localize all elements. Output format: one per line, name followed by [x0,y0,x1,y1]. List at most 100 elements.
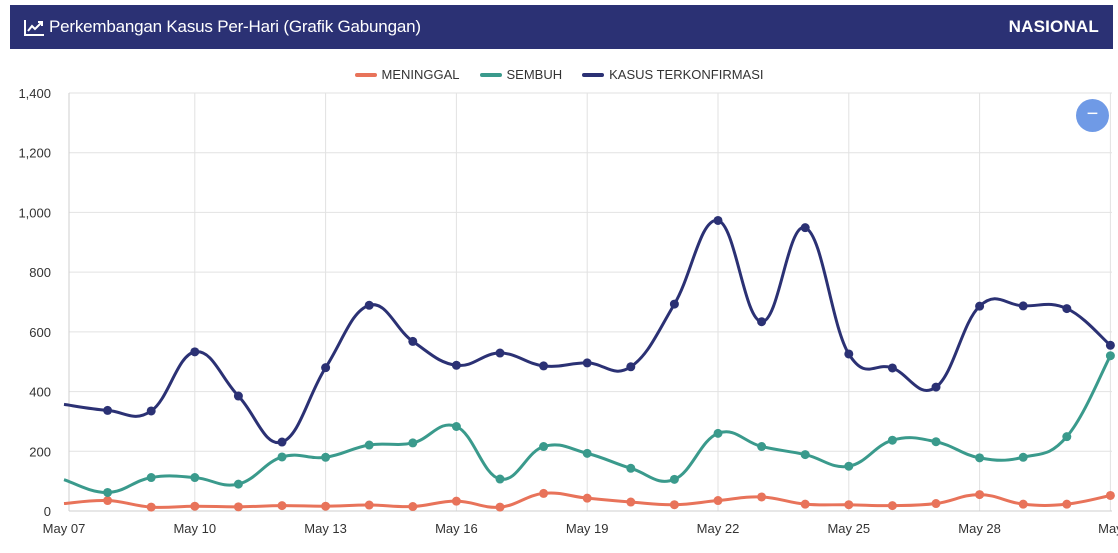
zoom-out-button[interactable]: − [1076,99,1109,132]
data-point-meninggal[interactable] [1018,499,1028,509]
data-point-kasus-terkonfirmasi[interactable] [408,336,418,346]
x-tick-label: May 19 [566,521,609,536]
data-point-meninggal[interactable] [800,499,810,509]
data-point-sembuh[interactable] [233,479,243,489]
line-chart: 0 200 400 600 800 1,000 1,200 1,400 May 07 May 10… [18,86,1118,536]
data-point-meninggal[interactable] [233,502,243,512]
data-point-sembuh[interactable] [146,473,156,483]
data-point-kasus-terkonfirmasi[interactable] [321,363,331,373]
data-point-sembuh[interactable] [800,450,810,460]
data-point-meninggal[interactable] [495,502,505,512]
legend-swatch [479,72,502,77]
line-chart-icon [24,19,45,36]
data-point-kasus-terkonfirmasi[interactable] [975,301,985,311]
data-point-meninggal[interactable] [408,502,418,512]
data-point-meninggal[interactable] [582,493,592,503]
data-point-sembuh[interactable] [103,487,113,497]
data-point-sembuh[interactable] [713,428,723,438]
y-tick-label: 0 [44,504,51,519]
data-point-kasus-terkonfirmasi[interactable] [539,361,549,371]
data-point-sembuh[interactable] [975,453,985,463]
data-point-kasus-terkonfirmasi[interactable] [713,215,723,225]
data-point-kasus-terkonfirmasi[interactable] [451,360,461,370]
data-point-sembuh[interactable] [321,452,331,462]
data-point-kasus-terkonfirmasi[interactable] [1018,301,1028,311]
data-point-kasus-terkonfirmasi[interactable] [844,349,854,359]
x-tick-label: May 25 [827,521,870,536]
data-point-sembuh[interactable] [757,442,767,452]
legend-item-sembuh[interactable]: SEMBUH [479,67,563,82]
data-point-meninggal[interactable] [103,496,113,506]
y-tick-label: 1,200 [18,146,51,161]
data-point-sembuh[interactable] [1105,351,1115,361]
data-point-kasus-terkonfirmasi[interactable] [233,391,243,401]
legend-label: SEMBUH [506,67,563,82]
x-tick-label: May 28 [958,521,1001,536]
data-point-kasus-terkonfirmasi[interactable] [582,358,592,368]
chart-legend: MENINGGAL SEMBUH KASUS TERKONFIRMASI [0,67,1118,82]
y-tick-label: 200 [29,444,51,459]
data-point-kasus-terkonfirmasi[interactable] [1105,340,1115,350]
y-tick-label: 1,000 [18,205,51,220]
data-point-sembuh[interactable] [190,473,200,483]
data-point-kasus-terkonfirmasi[interactable] [190,347,200,357]
data-point-sembuh[interactable] [1018,452,1028,462]
x-tick-label: May 13 [304,521,347,536]
data-point-sembuh[interactable] [1062,432,1072,442]
data-point-meninggal[interactable] [1062,499,1072,509]
data-point-kasus-terkonfirmasi[interactable] [757,317,767,327]
data-point-sembuh[interactable] [844,461,854,471]
data-point-meninggal[interactable] [844,500,854,510]
data-point-kasus-terkonfirmasi[interactable] [1062,304,1072,314]
data-point-kasus-terkonfirmasi[interactable] [626,362,636,372]
data-point-sembuh[interactable] [582,448,592,458]
data-point-kasus-terkonfirmasi[interactable] [495,348,505,358]
data-point-meninggal[interactable] [190,501,200,511]
data-point-kasus-terkonfirmasi[interactable] [800,223,810,233]
series-line-kasus-terkonfirmasi [63,218,1112,445]
legend-label: KASUS TERKONFIRMASI [609,67,764,82]
data-point-meninggal[interactable] [931,499,941,509]
data-point-meninggal[interactable] [1105,490,1115,500]
chart-header: Perkembangan Kasus Per-Hari (Grafik Gabu… [10,5,1113,49]
data-point-sembuh[interactable] [539,442,549,452]
legend-item-meninggal[interactable]: MENINGGAL [354,67,460,82]
data-point-kasus-terkonfirmasi[interactable] [146,406,156,416]
data-point-kasus-terkonfirmasi[interactable] [669,299,679,309]
data-point-sembuh[interactable] [669,474,679,484]
x-tick-label: May [1098,521,1118,536]
data-point-sembuh[interactable] [277,452,287,462]
data-point-meninggal[interactable] [277,501,287,511]
data-point-sembuh[interactable] [887,435,897,445]
data-point-sembuh[interactable] [364,440,374,450]
data-point-sembuh[interactable] [495,474,505,484]
data-point-meninggal[interactable] [451,496,461,506]
data-point-meninggal[interactable] [757,492,767,502]
data-point-meninggal[interactable] [975,490,985,500]
data-point-meninggal[interactable] [713,496,723,506]
data-point-meninggal[interactable] [626,497,636,507]
data-point-meninggal[interactable] [539,488,549,498]
data-point-meninggal[interactable] [669,500,679,510]
data-point-sembuh[interactable] [408,438,418,448]
data-point-sembuh[interactable] [626,463,636,473]
data-point-kasus-terkonfirmasi[interactable] [364,300,374,310]
data-point-meninggal[interactable] [364,500,374,510]
data-point-meninggal[interactable] [146,502,156,512]
legend-swatch [582,72,605,77]
legend-item-kasus-terkonfirmasi[interactable]: KASUS TERKONFIRMASI [582,67,763,82]
data-point-meninggal[interactable] [887,501,897,511]
data-point-kasus-terkonfirmasi[interactable] [887,363,897,373]
chart-title: Perkembangan Kasus Per-Hari (Grafik Gabu… [49,17,421,36]
data-point-meninggal[interactable] [321,501,331,511]
x-tick-label: May 07 [43,521,86,536]
data-point-kasus-terkonfirmasi[interactable] [103,405,113,415]
y-tick-label: 400 [29,385,51,400]
header-left: Perkembangan Kasus Per-Hari (Grafik Gabu… [24,17,421,37]
data-point-kasus-terkonfirmasi[interactable] [277,437,287,447]
y-tick-label: 800 [29,265,51,280]
data-point-sembuh[interactable] [451,422,461,432]
y-tick-label: 1,400 [18,86,51,101]
data-point-sembuh[interactable] [931,437,941,447]
data-point-kasus-terkonfirmasi[interactable] [931,382,941,392]
